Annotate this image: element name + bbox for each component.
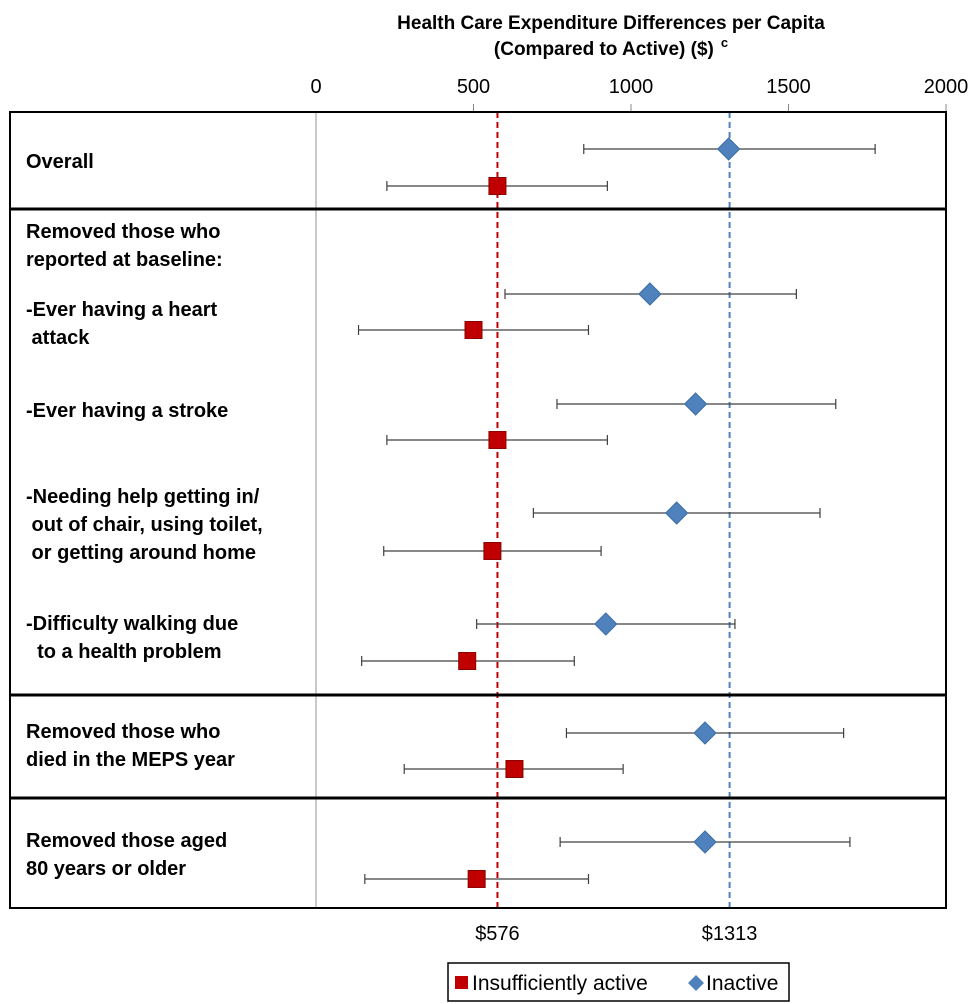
group-label: Removed those who [26, 721, 220, 743]
legend-box [447, 962, 790, 1002]
row-label: -Needing help getting in/ [26, 486, 260, 508]
inactive-point [638, 282, 662, 306]
group-label: Overall [26, 151, 94, 173]
chart-subtitle-superscript: c [721, 35, 728, 50]
legend-diamond-marker [688, 975, 704, 991]
inactive-point [693, 830, 717, 854]
insufficiently-active-point [505, 760, 524, 778]
legend: Insufficiently active Inactive [447, 962, 790, 1002]
inactive-point [664, 501, 689, 525]
reference-label: $576 [475, 923, 520, 945]
group-label: Removed those aged [26, 830, 227, 852]
insufficiently-active-point [488, 177, 507, 195]
legend-label-inactive: Inactive [706, 972, 778, 995]
x-tick-label: 0 [310, 76, 321, 98]
insufficiently-active-point [483, 542, 502, 560]
inactive-point [594, 612, 618, 636]
insufficiently-active-point [458, 652, 477, 670]
group-label: 80 years or older [26, 858, 186, 880]
data-marks [357, 137, 876, 888]
row-label: or getting around home [26, 542, 256, 564]
group-label: Removed those who [26, 221, 220, 243]
row-label: -Difficulty walking due [26, 613, 238, 635]
row-label: out of chair, using toilet, [26, 514, 263, 536]
chart-subtitle: (Compared to Active) ($) c [494, 35, 728, 60]
row-label: -Ever having a heart [26, 299, 218, 321]
x-tick-label: 500 [457, 76, 490, 98]
x-tick-label: 1000 [609, 76, 654, 98]
row-label: -Ever having a stroke [26, 400, 228, 422]
insufficiently-active-point [467, 870, 486, 888]
inactive-point [693, 721, 717, 745]
group-label: died in the MEPS year [26, 749, 235, 771]
insufficiently-active-point [488, 431, 507, 449]
row-labels: Overall Removed those who reported at base… [26, 151, 263, 880]
reference-label: $1313 [702, 923, 758, 945]
x-axis-ticks: 0 500 1000 1500 2000 [310, 76, 968, 112]
reference-lines: $576 $1313 [475, 112, 757, 945]
inactive-point [716, 137, 741, 161]
inactive-point [683, 392, 708, 416]
row-label: to a health problem [26, 641, 222, 663]
row-label: attack [26, 327, 90, 349]
x-tick-label: 1500 [766, 76, 811, 98]
legend-square-marker [455, 976, 468, 989]
legend-label-insufficiently-active: Insufficiently active [472, 972, 648, 995]
plot-border [9, 111, 947, 909]
plot-frame [9, 111, 947, 909]
group-label: reported at baseline: [26, 249, 223, 271]
chart-title: Health Care Expenditure Differences per … [397, 13, 825, 34]
x-tick-label: 2000 [924, 76, 969, 98]
insufficiently-active-point [464, 321, 483, 339]
